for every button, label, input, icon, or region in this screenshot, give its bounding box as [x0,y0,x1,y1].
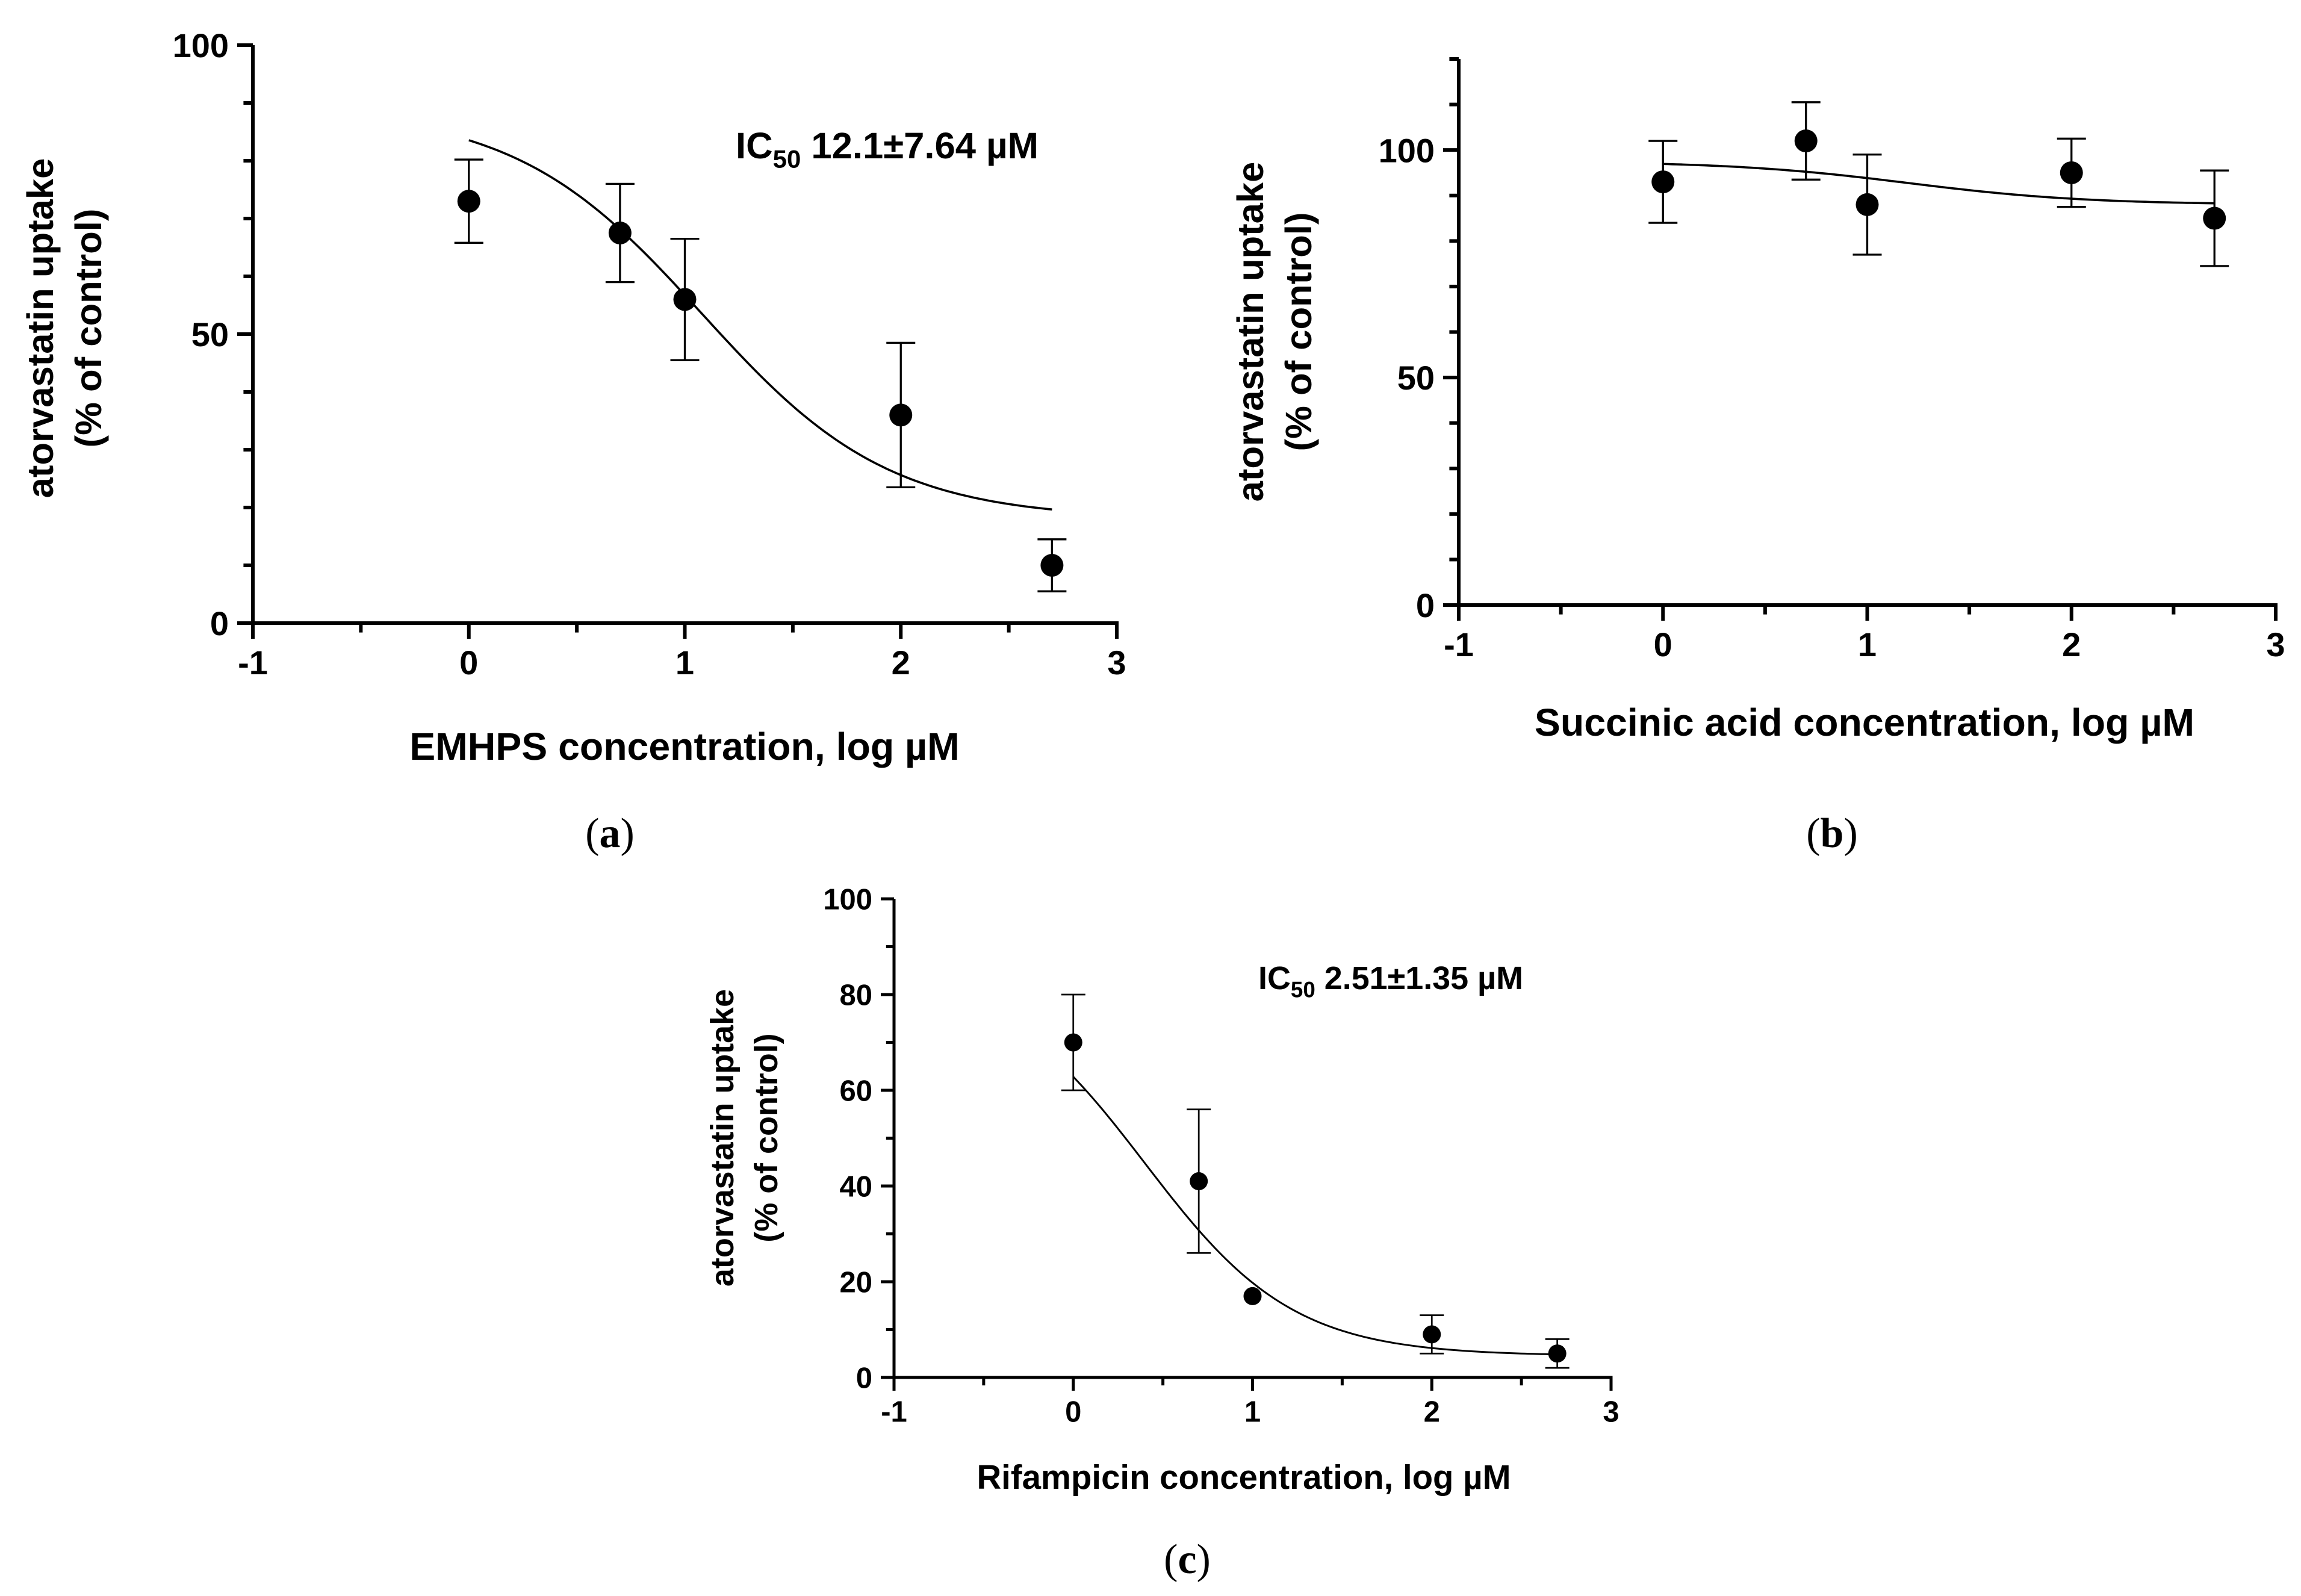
y-tick-label: 0 [1416,586,1435,624]
ic50-annotation: IC50 2.51±1.35 µM [1258,960,1523,1002]
data-point [1064,1033,1082,1052]
x-tick-label: 1 [1244,1396,1261,1428]
x-tick-label: -1 [238,644,268,682]
ic50-annotation: IC50 12.1±7.64 µM [736,125,1039,173]
y-tick-label: 100 [173,26,229,64]
y-axis-label: atorvastatin uptake [704,989,741,1287]
y-tick-label: 100 [823,884,872,916]
data-point [2203,206,2226,230]
y-tick-label: 50 [1397,359,1435,397]
data-point [1040,554,1064,577]
x-tick-label: -1 [881,1396,907,1428]
y-axis-label: atorvastatin uptake [1230,162,1272,502]
panel-label: (c) [1164,1536,1211,1583]
x-tick-label: 0 [459,644,478,682]
x-tick-label: 2 [1424,1396,1440,1428]
y-tick-label: 80 [839,980,872,1012]
data-point [889,403,913,427]
fit-curve [468,139,1052,511]
y-tick-label: 50 [191,315,229,353]
chart-panel-c: 0 20 40 60 80 100 -1 0 1 2 3 Rifampicin concentrati… [704,884,1619,1583]
data-point [457,190,480,213]
fit-curve [1072,1076,1557,1356]
y-tick-label: 0 [210,604,229,642]
y-tick-label: 100 [1379,131,1435,169]
data-point [2060,161,2083,184]
data-point [1855,193,1879,216]
x-tick-label: 1 [1858,626,1877,663]
data-point [1190,1172,1208,1191]
x-tick-label: 3 [1603,1396,1619,1428]
data-point [673,288,697,311]
panel-label: (a) [585,810,635,857]
y-axis-label-units: (% of control) [68,209,110,448]
x-tick-label: 0 [1065,1396,1081,1428]
data-point [608,222,632,244]
x-tick-label: 2 [892,644,910,682]
y-axis-label-units: (% of control) [1278,213,1320,452]
x-tick-label: 3 [1107,644,1126,682]
y-tick-label: 60 [839,1075,872,1108]
x-axis-label: Rifampicin concentration, log µM [977,1458,1511,1496]
y-axis-label-units: (% of control) [748,1033,784,1242]
x-tick-label: 0 [1654,626,1672,663]
data-point [1794,129,1818,153]
x-tick-label: 3 [2266,626,2285,663]
data-point [1548,1344,1567,1363]
x-tick-label: 2 [2062,626,2081,663]
fit-curve [1663,163,2215,205]
y-axis-label: atorvastatin uptake [20,158,61,498]
y-tick-label: 40 [839,1171,872,1203]
x-axis-label: Succinic acid concentration, log µM [1535,701,2194,744]
y-tick-label: 20 [839,1267,872,1299]
data-point [1651,170,1675,194]
panel-label: (b) [1806,810,1858,857]
data-point [1243,1287,1262,1305]
x-axis-label: EMHPS concentration, log µM [409,725,960,768]
y-tick-label: 0 [856,1362,872,1395]
x-tick-label: 1 [675,644,694,682]
data-point [1423,1325,1441,1344]
x-tick-label: -1 [1444,626,1474,663]
